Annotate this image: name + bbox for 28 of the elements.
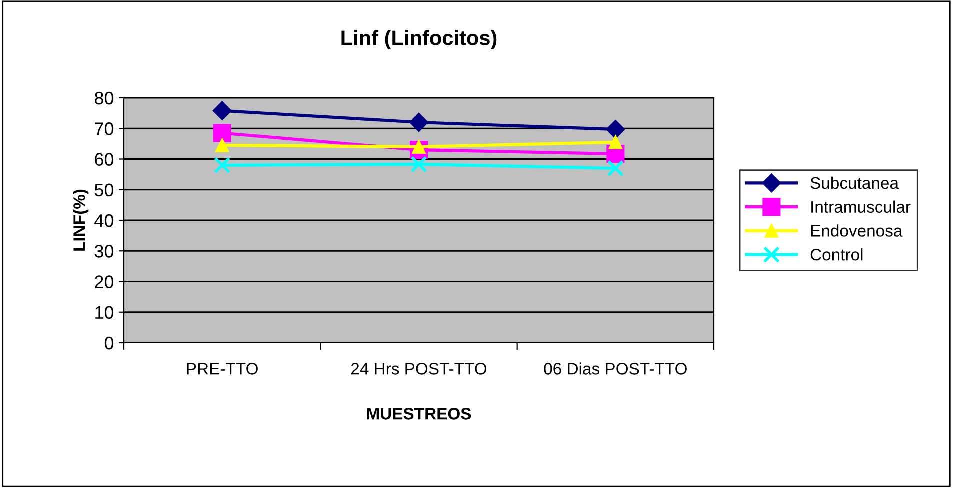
y-axis-title: LINF(%) <box>73 190 89 251</box>
point <box>410 156 428 173</box>
y-tick-label: 0 <box>104 336 114 350</box>
point <box>607 160 624 177</box>
chart-title: Linf (Linfocitos) <box>342 30 497 50</box>
point <box>213 124 232 142</box>
point <box>214 157 231 174</box>
legend-label: Endovenosa <box>811 224 903 237</box>
y-tick-label: 80 <box>94 92 114 105</box>
legend-label: Subcutanea <box>810 176 899 190</box>
point <box>409 112 429 132</box>
point <box>606 120 626 140</box>
legend-label: Intramuscular <box>812 200 911 214</box>
x-axis-title: MUESTREOS <box>367 408 472 420</box>
legend-label: Control <box>810 248 863 261</box>
point <box>215 138 230 152</box>
point <box>212 101 232 120</box>
y-tick-label: 50 <box>94 184 114 197</box>
y-tick-label: 20 <box>95 276 114 288</box>
x-tick-label: PRE-TTO <box>187 363 258 375</box>
x-tick-label: 06 Dias POST-TTO <box>544 362 687 375</box>
y-tick-label: 60 <box>95 153 114 166</box>
y-tick-label: 10 <box>96 306 114 320</box>
y-tick-label: 70 <box>95 122 114 136</box>
y-tick-label: 40 <box>94 214 114 228</box>
y-tick-label: 30 <box>94 245 114 258</box>
point <box>608 135 623 150</box>
x-tick-label: 24 Hrs POST-TTO <box>351 363 487 375</box>
